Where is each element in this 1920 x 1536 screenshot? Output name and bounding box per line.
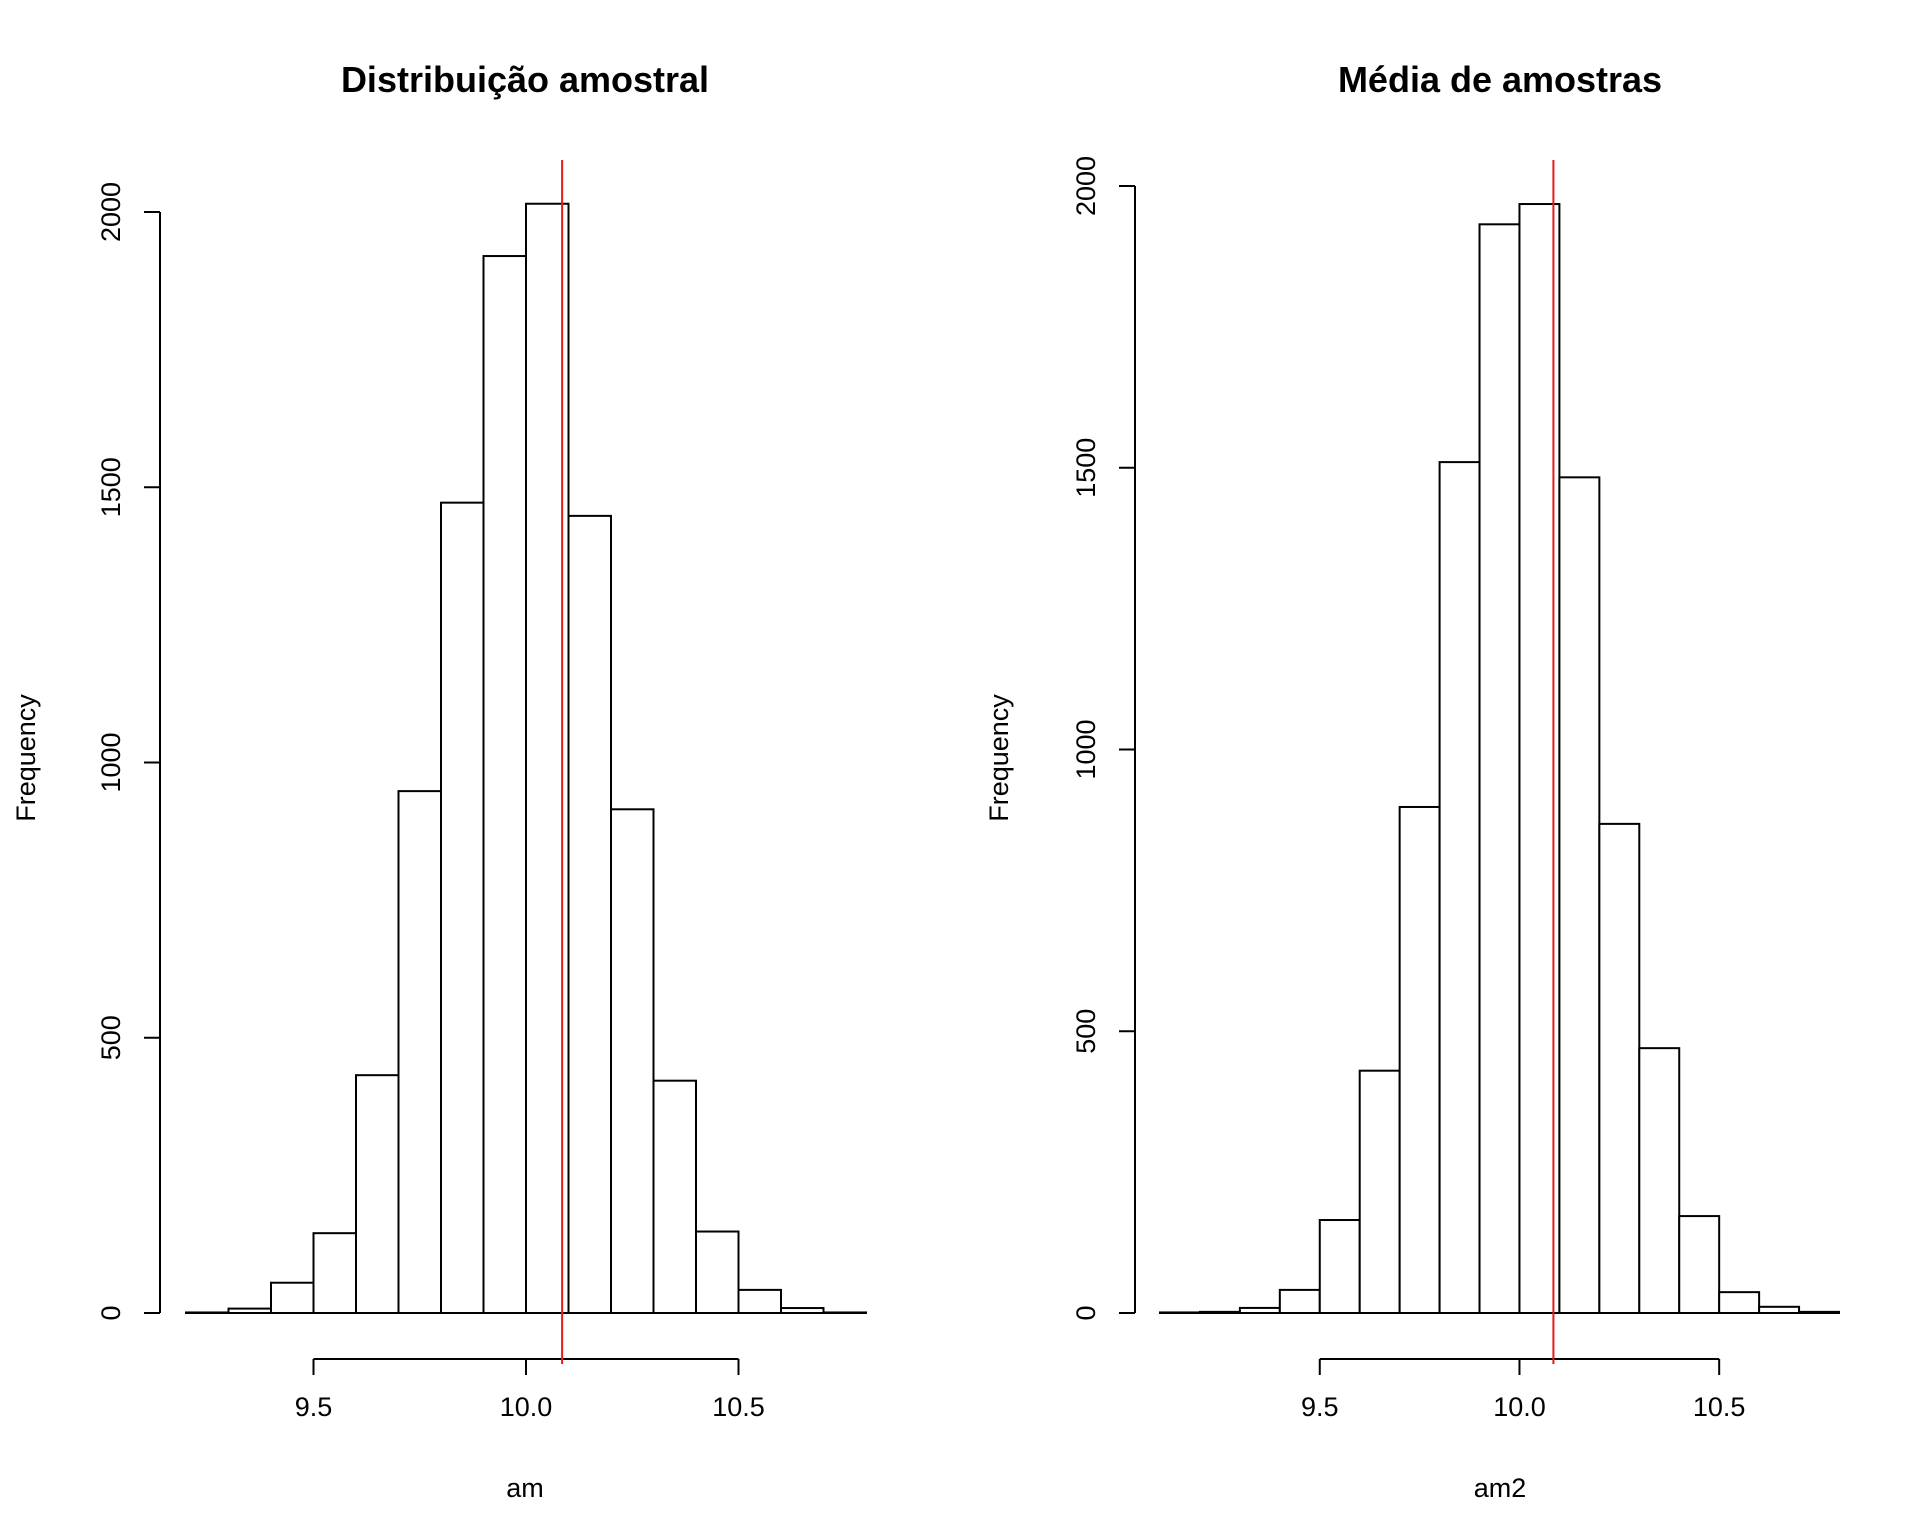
histogram-bar (227, 1307, 272, 1314)
histogram-bar (652, 1079, 697, 1314)
histogram-bar (1678, 1215, 1721, 1314)
y-tick-label: 1000 (96, 732, 126, 792)
y-tick-label: 500 (1071, 1009, 1101, 1054)
histogram-bar (1438, 461, 1481, 1314)
histogram-bar (695, 1230, 740, 1314)
y-tick-label: 1500 (96, 457, 126, 517)
histogram-panel-am: Distribuição amostral am Frequency 0 500 1… (11, 59, 867, 1503)
histogram-bar (1198, 1310, 1241, 1315)
histogram-panel-am2: Média de amostras am2 Frequency 0 500 1000… (984, 59, 1841, 1503)
chart-title: Média de amostras (1338, 59, 1662, 100)
histogram-bar (1718, 1291, 1761, 1315)
histogram-bar (1159, 1311, 1201, 1315)
histogram-bar (822, 1311, 867, 1314)
histogram-bar (1318, 1219, 1361, 1314)
x-tick-label: 10.0 (1493, 1392, 1546, 1422)
y-tick-label: 2000 (1071, 156, 1101, 216)
x-tick-label: 10.5 (1693, 1392, 1746, 1422)
x-tick-label: 10.0 (500, 1392, 553, 1422)
chart-title: Distribuição amostral (341, 59, 709, 100)
histogram-bar (397, 790, 442, 1314)
x-tick-label: 10.5 (712, 1392, 765, 1422)
histogram-bar (1798, 1310, 1841, 1315)
x-tick-label: 9.5 (295, 1392, 333, 1422)
x-tick-label: 9.5 (1301, 1392, 1339, 1422)
y-axis-label: Frequency (984, 694, 1014, 822)
histogram-bar (1238, 1306, 1281, 1314)
histogram-bar (355, 1074, 400, 1314)
histogram-bar (1398, 805, 1441, 1314)
y-axis-label: Frequency (11, 694, 41, 822)
histogram-bar (1358, 1069, 1401, 1314)
y-tick-label: 2000 (96, 182, 126, 242)
histogram-bar (1758, 1305, 1801, 1315)
histogram-bar (1598, 822, 1641, 1315)
histogram-bar (780, 1307, 825, 1315)
histogram-bar (482, 255, 527, 1314)
histogram-bar (1638, 1047, 1681, 1315)
histogram-bar (1558, 476, 1601, 1314)
histogram-bar (1478, 223, 1521, 1314)
histogram-bar (440, 501, 485, 1314)
histogram-bar (610, 808, 655, 1314)
histogram-bar (737, 1288, 782, 1315)
histogram-bar (185, 1311, 230, 1314)
x-axis-label: am2 (1474, 1473, 1527, 1503)
x-axis-label: am (506, 1473, 544, 1503)
histogram-bar (312, 1232, 357, 1314)
histogram-bar (1278, 1288, 1321, 1314)
histogram-bar (567, 514, 612, 1314)
y-tick-label: 1000 (1071, 719, 1101, 779)
histogram-bar (270, 1281, 315, 1315)
y-tick-label: 1500 (1071, 438, 1101, 498)
y-tick-label: 0 (1071, 1305, 1101, 1320)
y-tick-label: 0 (96, 1305, 126, 1320)
y-tick-label: 500 (96, 1015, 126, 1060)
